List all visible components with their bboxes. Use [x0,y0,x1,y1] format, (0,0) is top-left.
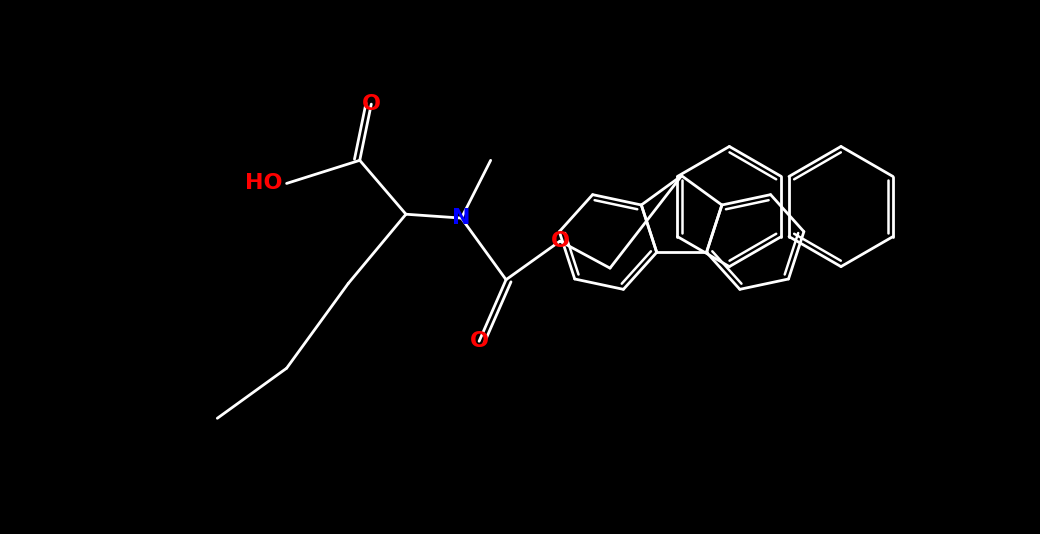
Text: N: N [452,208,471,228]
Text: HO: HO [245,174,283,193]
Text: O: O [550,231,570,251]
Text: O: O [470,331,489,351]
Text: O: O [362,94,381,114]
